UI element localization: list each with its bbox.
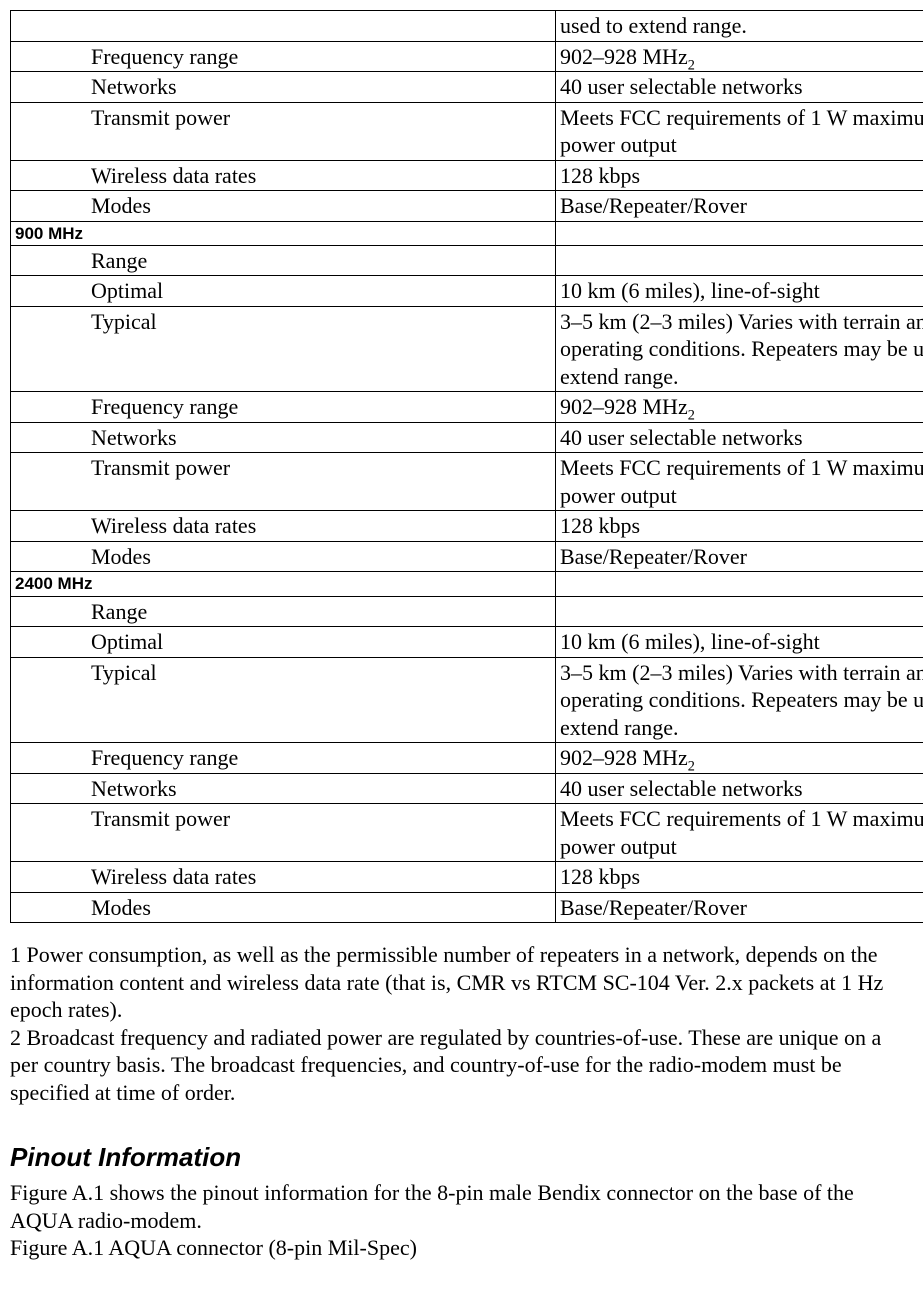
spec-label bbox=[11, 11, 556, 42]
spec-value: 902–928 MHz2 bbox=[556, 743, 923, 774]
spec-value bbox=[556, 572, 923, 596]
table-row: Optimal10 km (6 miles), line-of-sight bbox=[11, 627, 923, 658]
footnote-ref: 2 bbox=[688, 408, 695, 424]
table-row: Typical3–5 km (2–3 miles) Varies with te… bbox=[11, 657, 923, 743]
table-row: Typical3–5 km (2–3 miles) Varies with te… bbox=[11, 306, 923, 392]
table-row: Networks40 user selectable networks bbox=[11, 773, 923, 804]
table-row: Frequency range902–928 MHz2 bbox=[11, 743, 923, 774]
spec-label: Frequency range bbox=[11, 392, 556, 423]
spec-value: Meets FCC requirements of 1 W maximum po… bbox=[556, 102, 923, 160]
spec-table: used to extend range.Frequency range902–… bbox=[10, 10, 923, 923]
spec-label: 2400 MHz bbox=[11, 572, 556, 596]
spec-value bbox=[556, 596, 923, 627]
spec-value bbox=[556, 245, 923, 276]
spec-value: 10 km (6 miles), line-of-sight bbox=[556, 276, 923, 307]
table-row: Transmit powerMeets FCC requirements of … bbox=[11, 102, 923, 160]
spec-value: 40 user selectable networks bbox=[556, 422, 923, 453]
spec-label: Wireless data rates bbox=[11, 511, 556, 542]
table-row: Networks40 user selectable networks bbox=[11, 422, 923, 453]
pinout-body-2: Figure A.1 AQUA connector (8-pin Mil-Spe… bbox=[10, 1234, 913, 1262]
spec-label: Transmit power bbox=[11, 102, 556, 160]
spec-label: Typical bbox=[11, 657, 556, 743]
table-row: Wireless data rates128 kbps bbox=[11, 160, 923, 191]
pinout-body-1: Figure A.1 shows the pinout information … bbox=[10, 1179, 913, 1234]
table-row: Frequency range902–928 MHz2 bbox=[11, 41, 923, 72]
spec-label: 900 MHz bbox=[11, 221, 556, 245]
table-row: Range bbox=[11, 245, 923, 276]
table-row: Frequency range902–928 MHz2 bbox=[11, 392, 923, 423]
spec-value: 128 kbps bbox=[556, 511, 923, 542]
spec-value bbox=[556, 221, 923, 245]
spec-value: 902–928 MHz2 bbox=[556, 392, 923, 423]
section-heading-pinout: Pinout Information bbox=[10, 1142, 913, 1173]
spec-value: 902–928 MHz2 bbox=[556, 41, 923, 72]
spec-label: Frequency range bbox=[11, 41, 556, 72]
table-row: Networks40 user selectable networks bbox=[11, 72, 923, 103]
spec-label: Frequency range bbox=[11, 743, 556, 774]
spec-value: 10 km (6 miles), line-of-sight bbox=[556, 627, 923, 658]
footnotes: 1 Power consumption, as well as the perm… bbox=[10, 941, 913, 1106]
spec-label: Networks bbox=[11, 773, 556, 804]
spec-value: used to extend range. bbox=[556, 11, 923, 42]
spec-label: Modes bbox=[11, 892, 556, 923]
table-row: Wireless data rates128 kbps bbox=[11, 511, 923, 542]
spec-label: Wireless data rates bbox=[11, 862, 556, 893]
table-row: Wireless data rates128 kbps bbox=[11, 862, 923, 893]
footnote-ref: 2 bbox=[688, 758, 695, 774]
footnote-2: 2 Broadcast frequency and radiated power… bbox=[10, 1024, 913, 1107]
spec-label: Wireless data rates bbox=[11, 160, 556, 191]
table-row: ModesBase/Repeater/Rover bbox=[11, 191, 923, 222]
spec-value: 3–5 km (2–3 miles) Varies with terrain a… bbox=[556, 306, 923, 392]
spec-label: Range bbox=[11, 596, 556, 627]
footnote-ref: 2 bbox=[688, 57, 695, 73]
spec-label: Typical bbox=[11, 306, 556, 392]
spec-label: Networks bbox=[11, 72, 556, 103]
table-row: ModesBase/Repeater/Rover bbox=[11, 541, 923, 572]
spec-value: Base/Repeater/Rover bbox=[556, 892, 923, 923]
spec-label: Transmit power bbox=[11, 804, 556, 862]
table-row: ModesBase/Repeater/Rover bbox=[11, 892, 923, 923]
table-row: Range bbox=[11, 596, 923, 627]
spec-value: Meets FCC requirements of 1 W maximum po… bbox=[556, 453, 923, 511]
footnote-1: 1 Power consumption, as well as the perm… bbox=[10, 941, 913, 1024]
spec-value: Meets FCC requirements of 1 W maximum po… bbox=[556, 804, 923, 862]
spec-value: 128 kbps bbox=[556, 862, 923, 893]
spec-value: 40 user selectable networks bbox=[556, 72, 923, 103]
spec-label: Optimal bbox=[11, 276, 556, 307]
spec-label: Transmit power bbox=[11, 453, 556, 511]
spec-value: 128 kbps bbox=[556, 160, 923, 191]
table-row: Optimal10 km (6 miles), line-of-sight bbox=[11, 276, 923, 307]
table-row: 2400 MHz bbox=[11, 572, 923, 596]
table-row: 900 MHz bbox=[11, 221, 923, 245]
spec-label: Modes bbox=[11, 191, 556, 222]
spec-label: Networks bbox=[11, 422, 556, 453]
spec-value: 3–5 km (2–3 miles) Varies with terrain a… bbox=[556, 657, 923, 743]
spec-label: Range bbox=[11, 245, 556, 276]
spec-label: Modes bbox=[11, 541, 556, 572]
table-row: Transmit powerMeets FCC requirements of … bbox=[11, 453, 923, 511]
spec-label: Optimal bbox=[11, 627, 556, 658]
spec-value: 40 user selectable networks bbox=[556, 773, 923, 804]
table-row: Transmit powerMeets FCC requirements of … bbox=[11, 804, 923, 862]
spec-value: Base/Repeater/Rover bbox=[556, 541, 923, 572]
spec-value: Base/Repeater/Rover bbox=[556, 191, 923, 222]
table-row: used to extend range. bbox=[11, 11, 923, 42]
